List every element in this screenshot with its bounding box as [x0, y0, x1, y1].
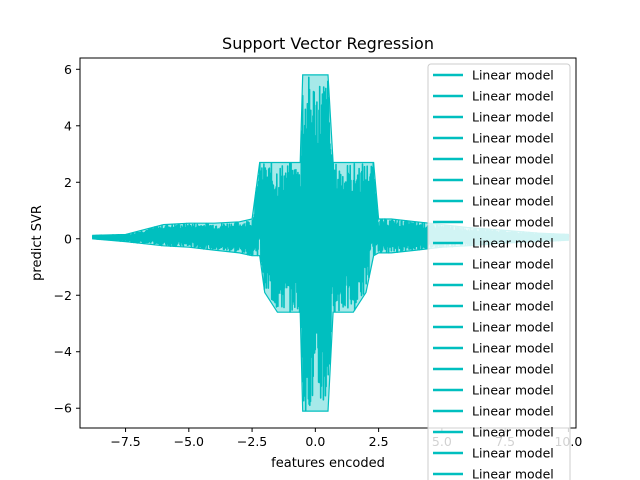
- legend-label: Linear model: [472, 362, 554, 377]
- legend-label: Linear model: [472, 68, 554, 83]
- legend-label: Linear model: [472, 110, 554, 125]
- legend-label: Linear model: [472, 236, 554, 251]
- legend-label: Linear model: [472, 383, 554, 398]
- legend-label: Linear model: [472, 152, 554, 167]
- y-tick-label: −2: [54, 288, 72, 303]
- legend-label: Linear model: [472, 194, 554, 209]
- legend-label: Linear model: [472, 341, 554, 356]
- x-tick-label: 0.0: [305, 434, 325, 449]
- legend-label: Linear model: [472, 320, 554, 335]
- chart-title: Support Vector Regression: [222, 34, 434, 53]
- y-tick-label: 2: [64, 175, 72, 190]
- y-tick-label: 4: [64, 118, 72, 133]
- y-tick-label: −6: [54, 401, 72, 416]
- legend-label: Linear model: [472, 89, 554, 104]
- legend-box: [427, 63, 571, 480]
- x-tick-label: −5.0: [174, 434, 204, 449]
- legend-label: Linear model: [472, 425, 554, 440]
- legend-label: Linear model: [472, 278, 554, 293]
- y-tick-label: 0: [64, 231, 72, 246]
- legend: Linear model Linear model Linear model Line…: [427, 63, 571, 480]
- x-axis-label: features encoded: [271, 456, 385, 471]
- y-axis: −6 −4 −2 0 2 4 6: [54, 62, 80, 416]
- legend-label: Linear model: [472, 467, 554, 480]
- legend-label: Linear model: [472, 131, 554, 146]
- x-tick-label: 2.5: [369, 434, 389, 449]
- legend-label: Linear model: [472, 257, 554, 272]
- legend-label: Linear model: [472, 404, 554, 419]
- legend-label: Linear model: [472, 215, 554, 230]
- legend-label: Linear model: [472, 173, 554, 188]
- y-tick-label: 6: [64, 62, 72, 77]
- x-tick-label: −7.5: [110, 434, 140, 449]
- legend-label: Linear model: [472, 299, 554, 314]
- y-axis-label: predict SVR: [30, 205, 45, 281]
- legend-label: Linear model: [472, 446, 554, 461]
- y-tick-label: −4: [54, 344, 72, 359]
- x-tick-label: −2.5: [237, 434, 267, 449]
- axes-frame: [79, 57, 577, 429]
